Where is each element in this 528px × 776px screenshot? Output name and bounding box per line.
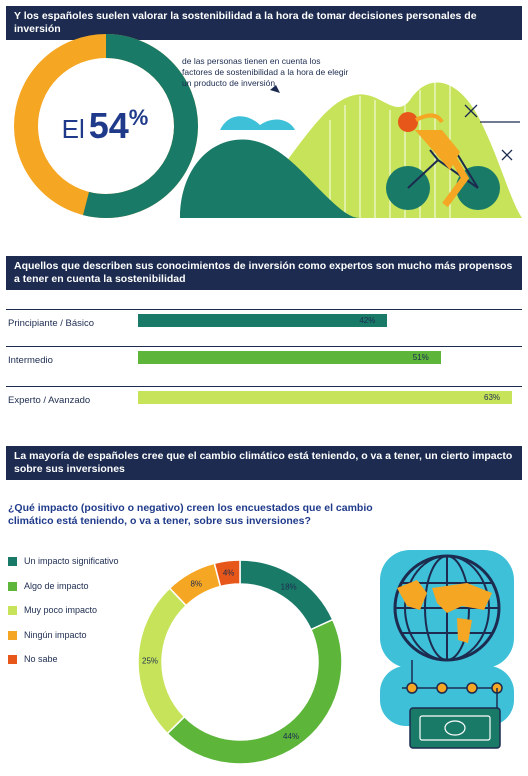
continent-shape-2 — [432, 583, 492, 613]
globe-money-illustration — [380, 550, 514, 749]
legend-swatch-5 — [8, 654, 17, 664]
stat-value: El 54% — [40, 105, 170, 147]
bar-intermedio — [138, 351, 441, 364]
continent-shape-3 — [457, 618, 472, 643]
continent-shape-1 — [397, 580, 427, 610]
legend-item-5: No sabe — [8, 654, 58, 664]
legend-swatch-4 — [8, 630, 17, 640]
bar-category-label-3: Experto / Avanzado — [8, 395, 91, 406]
cyclist-hills-illustration — [180, 80, 522, 218]
donut-value-label-2: 44% — [283, 732, 299, 741]
stat-number: 54 — [88, 105, 129, 146]
cyclist-leg — [439, 138, 470, 208]
bar-category-label-2: Intermedio — [8, 355, 53, 366]
legend-item-4: Ningún impacto — [8, 630, 87, 640]
header-banner-1: Y los españoles suelen valorar la sosten… — [6, 6, 522, 40]
legend-item-2: Algo de impacto — [8, 581, 89, 591]
donut-value-label-4: 8% — [190, 579, 202, 588]
stat-donut — [14, 34, 198, 218]
legend-swatch-3 — [8, 605, 17, 615]
donut-value-label-5: 4% — [223, 569, 235, 578]
legend-swatch-2 — [8, 581, 17, 591]
bar-category-label-1: Principiante / Básico — [8, 318, 95, 329]
legend-label-1: Un impacto significativo — [24, 556, 119, 566]
legend-label-2: Algo de impacto — [24, 581, 89, 591]
donut-slice-2 — [166, 618, 343, 765]
stat-prefix: El — [61, 114, 85, 144]
legend-swatch-1 — [8, 556, 17, 566]
stat-suffix: % — [128, 105, 149, 130]
cyclist-helmet — [398, 112, 418, 132]
legend-item-3: Muy poco impacto — [8, 605, 97, 615]
bar-separator-2 — [6, 346, 522, 347]
cyclist-hair — [415, 113, 444, 124]
cloud-icon — [220, 116, 295, 130]
bar-experto — [138, 391, 512, 404]
bar-value-label-2: 51% — [412, 353, 429, 362]
legend-label-4: Ningún impacto — [24, 630, 87, 640]
cross-icon — [464, 104, 478, 118]
bar-value-label-3: 63% — [484, 393, 501, 402]
legend-label-3: Muy poco impacto — [24, 605, 98, 615]
header-banner-2: Aquellos que describen sus conocimientos… — [6, 256, 522, 290]
legend-label-5: No sabe — [24, 654, 58, 664]
cyclist-body — [415, 130, 460, 170]
cross-icon-2 — [501, 149, 513, 161]
stat-donut-value-arc — [14, 34, 198, 218]
impact-donut-chart: 18% 44% 25% 8% 4% — [137, 559, 343, 765]
survey-question: ¿Qué impacto (positivo o negativo) creen… — [8, 502, 373, 527]
bar-principiante — [138, 314, 388, 327]
bird-icon — [270, 85, 280, 93]
donut-value-label-1: 18% — [281, 582, 297, 591]
donut-slice-5 — [213, 559, 241, 588]
header-banner-3: La mayoría de españoles cree que el camb… — [6, 446, 522, 480]
teal-hill-shape — [180, 139, 360, 218]
bar-value-label-1: 42% — [359, 316, 376, 325]
bar-separator-1 — [6, 309, 522, 310]
bar-separator-3 — [6, 386, 522, 387]
stat-description: de las personas tienen en cuenta los fac… — [182, 56, 349, 88]
legend-item-1: Un impacto significativo — [8, 556, 119, 566]
donut-slice-1 — [239, 559, 334, 631]
banknote-icon — [409, 707, 501, 749]
donut-value-label-3: 25% — [142, 657, 158, 666]
